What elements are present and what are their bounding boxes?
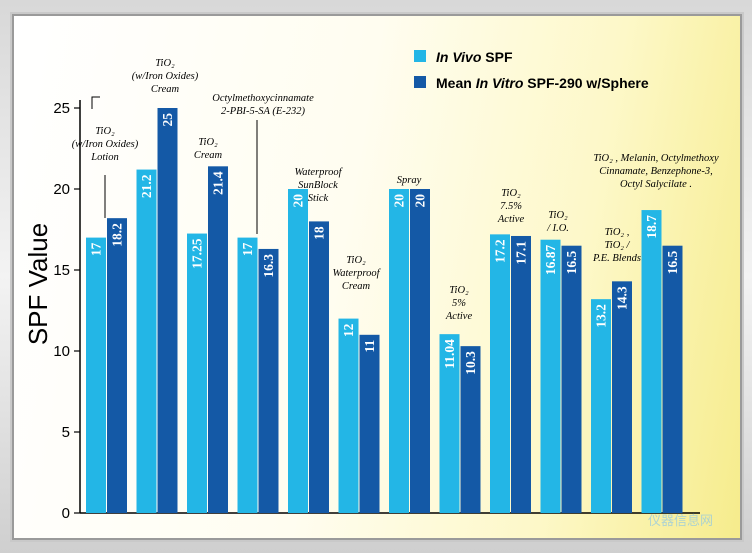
category-label: Lotion xyxy=(90,152,118,163)
category-label: Active xyxy=(497,214,525,225)
bar xyxy=(237,237,258,513)
category-label: Stick xyxy=(308,193,329,204)
bar-value-label: 17 xyxy=(240,242,255,256)
bar xyxy=(439,334,460,513)
legend: In Vivo SPF Mean In Vitro SPF-290 w/Spher… xyxy=(414,49,649,91)
bar xyxy=(86,237,106,513)
legend-label: Mean In Vitro SPF-290 w/Sphere xyxy=(436,75,649,91)
bar-value-label: 12 xyxy=(341,323,356,337)
bar xyxy=(540,239,561,513)
category-label: TiO₂ xyxy=(198,137,218,148)
category-label: Spray xyxy=(397,175,422,186)
category-label: Cream xyxy=(194,150,223,161)
category-label: TiO₂ xyxy=(95,126,115,137)
bar xyxy=(208,166,228,513)
bar-value-label: 17.25 xyxy=(190,238,205,269)
category-label: Octyl Salycilate . xyxy=(620,179,692,190)
legend-label: In Vivo SPF xyxy=(436,49,513,65)
bar-value-label: 16.5 xyxy=(665,250,680,274)
bar-value-label: 16.5 xyxy=(564,250,579,274)
bar-value-label: 17.2 xyxy=(493,239,508,263)
bar xyxy=(662,245,683,513)
bar-value-label: 17.1 xyxy=(514,241,529,265)
category-label: 5% xyxy=(452,298,466,309)
category-label: TiO₂ xyxy=(449,285,469,296)
bar-value-label: 20 xyxy=(413,194,428,208)
bar-value-label: 21.2 xyxy=(139,174,154,198)
legend-swatch xyxy=(414,50,426,62)
bar xyxy=(157,108,178,513)
category-label: P.E. Blends xyxy=(592,253,641,264)
bar xyxy=(511,235,531,514)
bar xyxy=(359,334,380,513)
y-tick-label: 20 xyxy=(53,181,70,198)
bars: 17 18.2 21.2 25 17.25 21.4 17 16.3 20 18 12 11 20 20 1… xyxy=(86,108,683,514)
bar xyxy=(338,318,359,513)
bar-value-label: 25 xyxy=(160,113,175,127)
bar xyxy=(288,189,308,513)
category-label: Waterproof xyxy=(294,167,343,178)
category-label: Cream xyxy=(342,281,371,292)
bar-value-label: 16.3 xyxy=(261,254,276,278)
bar-value-label: 20 xyxy=(392,194,407,208)
bar xyxy=(591,299,611,513)
bar-value-label: 10.3 xyxy=(463,351,478,375)
bar-value-label: 21.4 xyxy=(211,171,226,195)
leader-line xyxy=(91,96,100,109)
category-label: Cinnamate, Benzephone-3, xyxy=(599,166,712,177)
category-label: TiO₂ , xyxy=(605,227,630,238)
y-tick-label: 25 xyxy=(53,100,70,117)
category-label: Cream xyxy=(151,84,180,95)
category-label: TiO₂ xyxy=(155,58,175,69)
category-label: TiO₂ / xyxy=(605,240,631,251)
bar-value-label: 14.3 xyxy=(615,286,630,310)
bar xyxy=(107,218,127,513)
bar xyxy=(136,169,157,513)
category-label: TiO₂ xyxy=(346,255,366,266)
category-label: SunBlock xyxy=(298,180,338,191)
bar-value-label: 17 xyxy=(89,242,104,256)
category-label: 2-PBI-5-SA (E-232) xyxy=(221,106,306,117)
category-label: TiO₂ xyxy=(501,188,521,199)
y-axis-label: SPF Value xyxy=(23,223,53,345)
bar xyxy=(641,210,662,513)
bar xyxy=(460,346,481,513)
category-label: Active xyxy=(445,311,473,322)
category-label: TiO₂ , Melanin, Octylmethoxy xyxy=(593,153,719,164)
y-tick-label: 0 xyxy=(62,505,70,522)
bar-value-label: 18 xyxy=(312,226,327,240)
category-label: Octylmethoxycinnamate xyxy=(212,93,314,104)
bar-value-label: 11 xyxy=(362,340,377,353)
bar xyxy=(612,281,632,513)
bar-value-label: 18.7 xyxy=(644,215,659,239)
bar-value-label: 20 xyxy=(291,194,306,208)
y-tick-label: 15 xyxy=(53,262,70,279)
watermark: 仪器信息网 xyxy=(648,513,713,529)
y-tick-label: 5 xyxy=(62,424,70,441)
bar xyxy=(309,221,329,513)
bar xyxy=(258,248,279,513)
category-label: 7.5% xyxy=(500,201,522,212)
legend-swatch xyxy=(414,76,426,88)
category-label: / I.O. xyxy=(546,223,569,234)
bar xyxy=(389,189,409,513)
category-label: (w/Iron Oxides) xyxy=(72,139,139,150)
bar-value-label: 18.2 xyxy=(110,223,125,247)
bar-value-label: 16.87 xyxy=(543,244,558,275)
category-label: Waterproof xyxy=(332,268,381,279)
category-label: (w/Iron Oxides) xyxy=(132,71,199,82)
category-label: TiO₂ xyxy=(548,210,568,221)
category-annotations: TiO₂ (w/Iron Oxides) Lotion TiO₂ (w/Iron Oxi… xyxy=(72,58,719,322)
bar xyxy=(187,233,207,514)
y-tick-label: 10 xyxy=(53,343,70,360)
bar-value-label: 11.04 xyxy=(442,339,457,369)
bar xyxy=(490,234,510,514)
bar xyxy=(561,245,582,513)
bar-value-label: 13.2 xyxy=(594,304,609,328)
bar xyxy=(410,189,430,513)
